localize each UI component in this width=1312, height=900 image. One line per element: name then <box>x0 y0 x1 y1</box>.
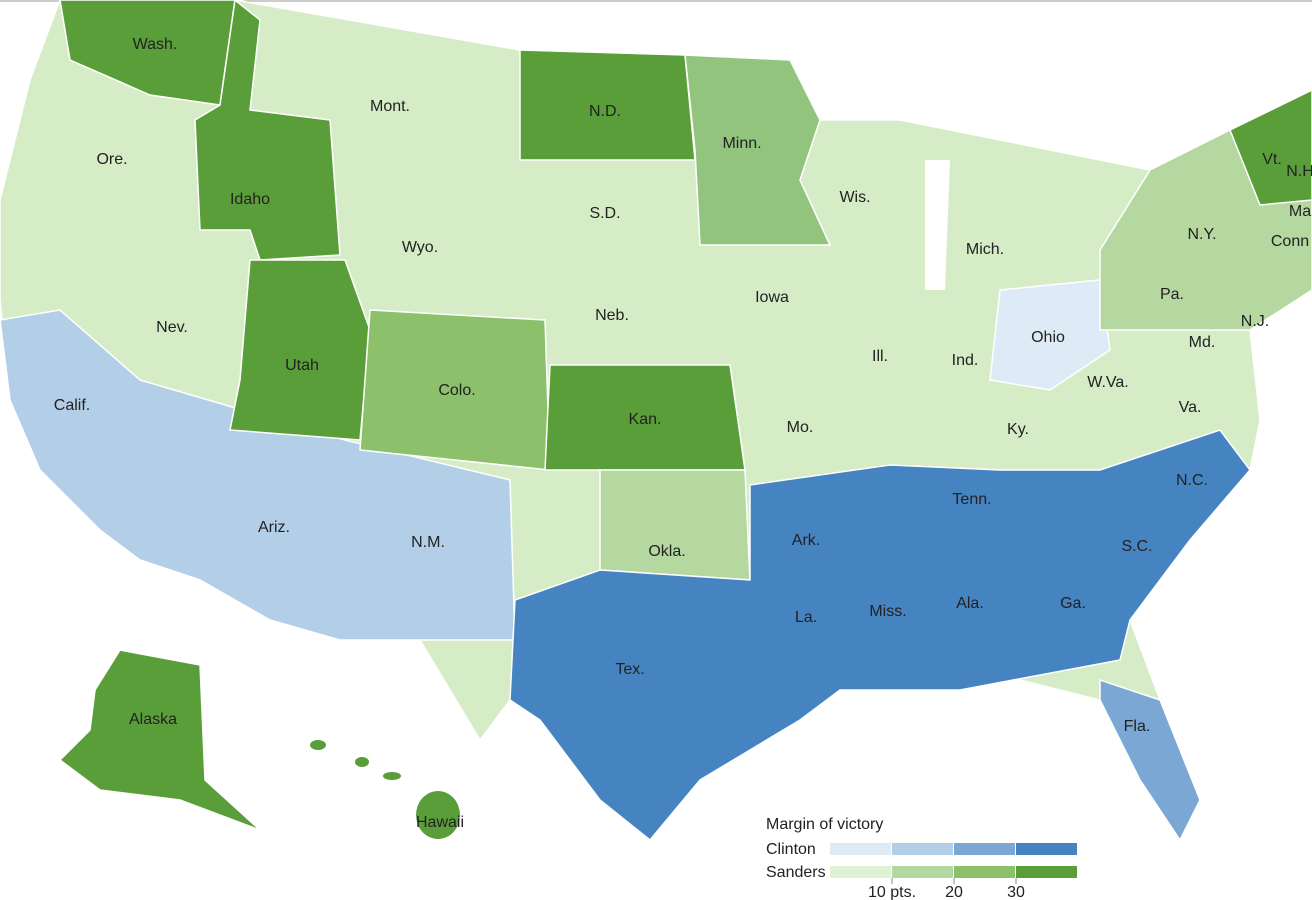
okla <box>599 469 751 581</box>
state-label: N.M. <box>411 534 445 551</box>
state-label: N.Y. <box>1187 226 1216 243</box>
state-label: Wash. <box>133 36 178 53</box>
hawaii-island <box>310 740 326 750</box>
state-label: Colo. <box>438 382 475 399</box>
state-label: Idaho <box>230 191 270 208</box>
legend-title: Margin of victory <box>766 816 883 833</box>
state-label: Mich. <box>966 241 1004 258</box>
legend-swatch <box>892 843 953 855</box>
florida <box>1099 678 1201 842</box>
state-label: Alaska <box>129 711 177 728</box>
south <box>509 429 1251 842</box>
state-label: Utah <box>285 357 319 374</box>
legend-swatch <box>954 866 1015 878</box>
state-label: Neb. <box>595 307 629 324</box>
legend-swatch <box>1016 843 1077 855</box>
state-label: Tenn. <box>952 491 991 508</box>
legend-row-label: Sanders <box>766 864 826 881</box>
legend-tick-label: 20 <box>945 884 963 900</box>
state-label: Ga. <box>1060 595 1086 612</box>
alaska <box>58 649 261 831</box>
legend-tick-label: 10 pts. <box>868 884 916 900</box>
state-label: W.Va. <box>1087 374 1129 391</box>
state-label: Vt. <box>1262 151 1282 168</box>
state-label: N.D. <box>589 103 621 120</box>
state-label: N.J. <box>1241 313 1269 330</box>
state-label: Ky. <box>1007 421 1029 438</box>
state-label: Kan. <box>629 411 662 428</box>
state-label: Okla. <box>648 543 685 560</box>
state-label: Ind. <box>952 352 979 369</box>
hawaii-island <box>383 772 401 780</box>
map-shapes <box>0 0 1312 842</box>
state-label: Nev. <box>156 319 188 336</box>
state-label: S.D. <box>589 205 620 222</box>
vermont <box>1229 89 1312 206</box>
state-label: Ala. <box>956 595 984 612</box>
state-label: Ariz. <box>258 519 290 536</box>
state-label: Fla. <box>1124 718 1151 735</box>
southwest <box>0 309 516 641</box>
state-label: S.C. <box>1121 538 1152 555</box>
state-label: Ore. <box>96 151 127 168</box>
state-label: Wis. <box>839 189 870 206</box>
legend-swatch <box>892 866 953 878</box>
state-label: Md. <box>1189 334 1216 351</box>
state-label: Tex. <box>615 661 644 678</box>
legend-swatch <box>830 866 891 878</box>
state-label: Ark. <box>792 532 820 549</box>
ohio <box>989 279 1111 391</box>
hawaii-island <box>355 757 369 767</box>
state-label: Ohio <box>1031 329 1065 346</box>
legend-swatch <box>1016 866 1077 878</box>
legend-swatch <box>954 843 1015 855</box>
state-label: Hawaii <box>416 814 464 831</box>
state-label: Ill. <box>872 348 888 365</box>
hawaii-island <box>416 791 460 839</box>
state-label: Minn. <box>722 135 761 152</box>
lake-michigan <box>925 160 950 290</box>
wash <box>59 0 236 106</box>
state-label: Conn <box>1271 233 1309 250</box>
legend-tick-label: 30 <box>1007 884 1025 900</box>
state-label: Iowa <box>755 289 789 306</box>
state-label: N.C. <box>1176 472 1208 489</box>
state-label: Calif. <box>54 397 90 414</box>
state-label: Miss. <box>869 603 906 620</box>
state-label: Mont. <box>370 98 410 115</box>
state-label: Wyo. <box>402 239 438 256</box>
state-label: Pa. <box>1160 286 1184 303</box>
state-label: Mo. <box>787 419 814 436</box>
state-label: Va. <box>1179 399 1202 416</box>
state-label: N.H <box>1286 163 1312 180</box>
legend-swatch <box>830 843 891 855</box>
state-label: Ma <box>1289 203 1311 220</box>
legend-row-label: Clinton <box>766 841 816 858</box>
minn <box>684 54 832 246</box>
utah <box>229 259 371 441</box>
state-label: La. <box>795 609 817 626</box>
